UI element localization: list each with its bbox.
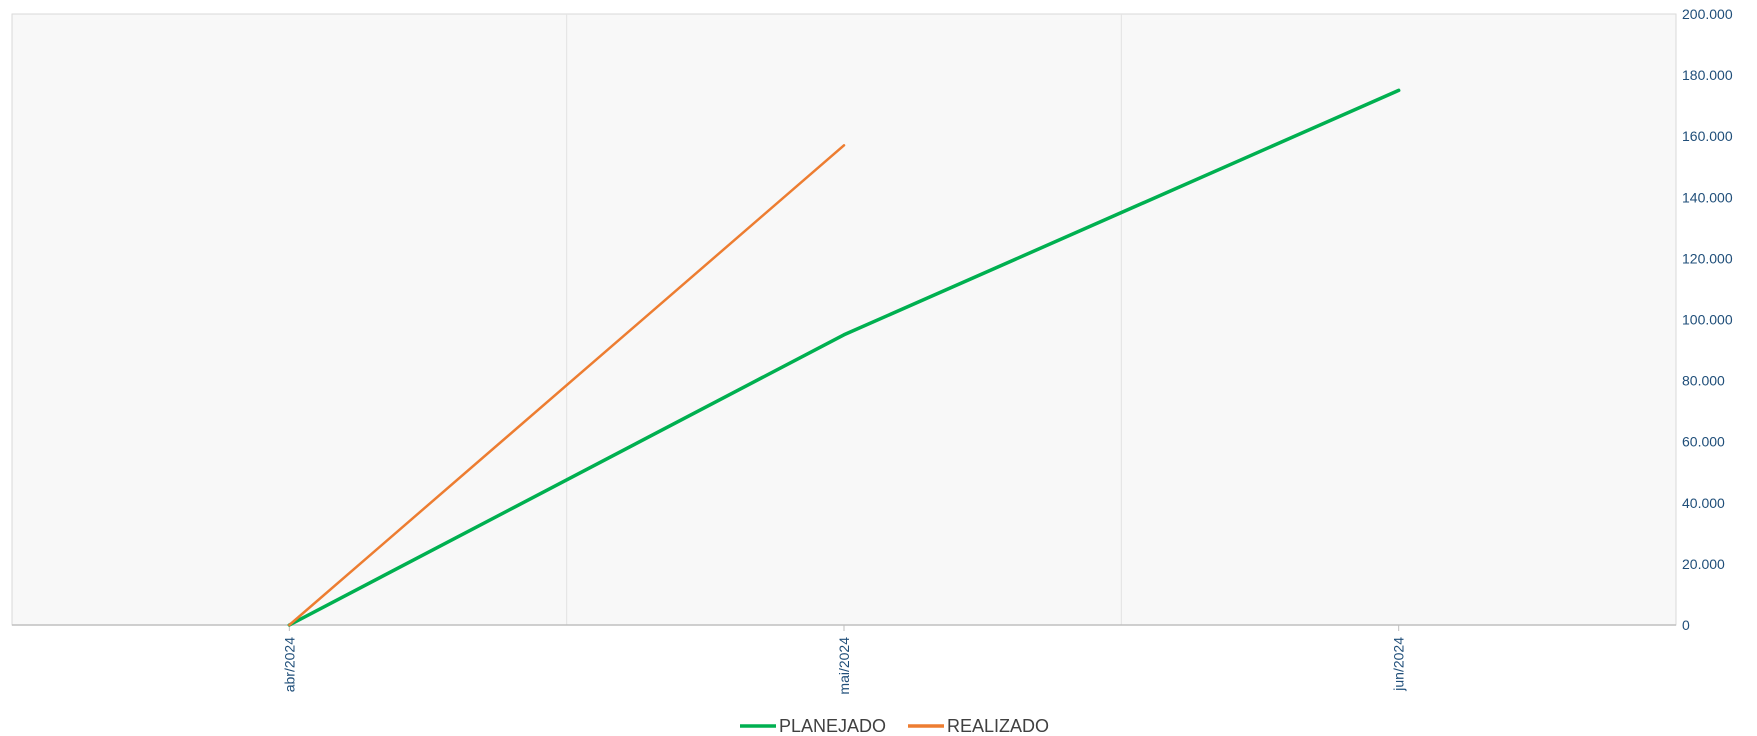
- y-tick-label: 80.000: [1682, 373, 1725, 389]
- y-tick-label: 100.000: [1682, 312, 1733, 328]
- series-line-realizado: [288, 144, 846, 627]
- y-tick-label: 140.000: [1682, 189, 1733, 205]
- series-lines: [287, 88, 1401, 627]
- y-tick-label: 180.000: [1682, 67, 1733, 83]
- series-line-planejado: [287, 88, 1401, 627]
- y-tick-label: 120.000: [1682, 250, 1733, 266]
- legend-label-realizado: REALIZADO: [947, 716, 1049, 736]
- legend-label-planejado: PLANEJADO: [779, 716, 886, 736]
- y-tick-label: 200.000: [1682, 6, 1733, 22]
- y-tick-label: 40.000: [1682, 495, 1725, 511]
- x-tick-label: jun/2024: [1391, 637, 1407, 692]
- y-tick-label: 0: [1682, 617, 1690, 633]
- legend: PLANEJADO REALIZADO: [740, 716, 1049, 736]
- x-tick-label: mai/2024: [836, 637, 852, 695]
- x-tick-label: abr/2024: [281, 637, 297, 692]
- y-tick-label: 160.000: [1682, 128, 1733, 144]
- y-tick-label: 20.000: [1682, 556, 1725, 572]
- plot-area: [11, 13, 1677, 626]
- gridlines: [566, 14, 1122, 625]
- y-tick-label: 60.000: [1682, 434, 1725, 450]
